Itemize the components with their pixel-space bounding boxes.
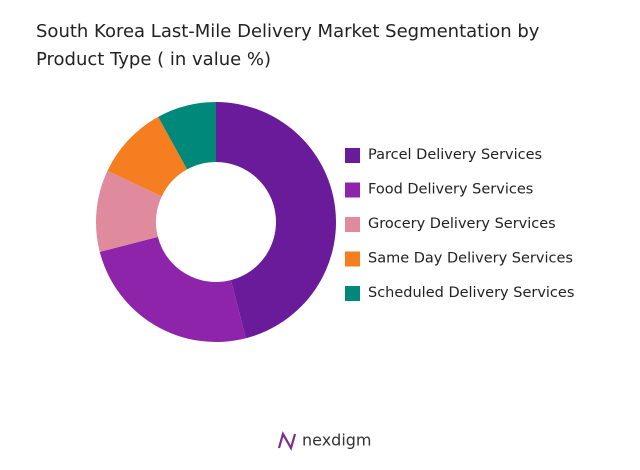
logo-text: nexdigm xyxy=(302,431,372,450)
legend-label: Same Day Delivery Services xyxy=(368,251,573,267)
chart-title: South Korea Last-Mile Delivery Market Se… xyxy=(36,21,540,70)
legend-label: Food Delivery Services xyxy=(368,182,533,198)
legend-label: Parcel Delivery Services xyxy=(368,147,542,163)
logo-icon xyxy=(277,431,297,451)
legend-swatch xyxy=(345,251,360,267)
legend-swatch xyxy=(345,182,360,198)
legend-swatch xyxy=(345,286,360,301)
legend-swatch xyxy=(345,217,360,232)
legend-label: Scheduled Delivery Services xyxy=(368,285,574,301)
donut-slice xyxy=(95,170,162,252)
donut-slice xyxy=(99,236,246,342)
donut-slice xyxy=(216,102,337,339)
donut-slice xyxy=(107,116,188,197)
legend-swatch xyxy=(345,148,360,163)
donut-slice xyxy=(158,102,216,170)
logo: nexdigm xyxy=(277,431,372,451)
legend-label: Grocery Delivery Services xyxy=(368,216,556,232)
